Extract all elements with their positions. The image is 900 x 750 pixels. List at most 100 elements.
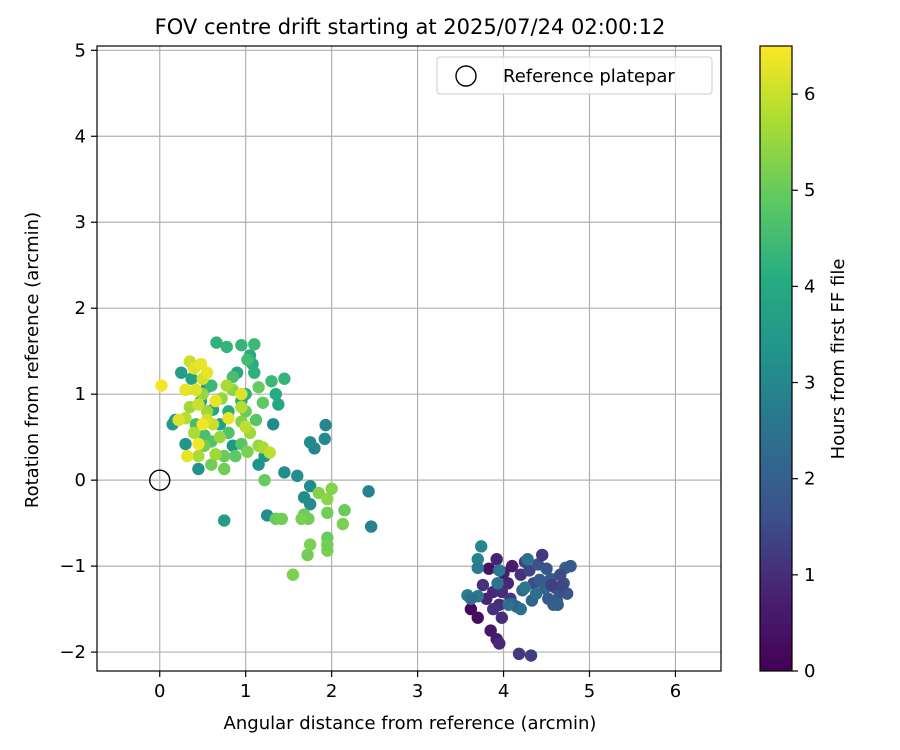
data-point [502, 598, 515, 612]
data-point [192, 398, 205, 411]
x-tick-label: 4 [498, 681, 509, 702]
data-point [301, 548, 314, 562]
data-point [269, 387, 282, 401]
data-point [474, 540, 488, 553]
data-point [303, 498, 317, 511]
colorbar-tick-label: 5 [804, 180, 815, 201]
x-axis-label: Angular distance from reference (arcmin) [224, 713, 597, 734]
data-point [476, 578, 490, 592]
data-point [295, 512, 308, 526]
colorbar-tick-label: 4 [804, 276, 815, 297]
data-point [518, 581, 532, 594]
data-point [239, 420, 252, 434]
colorbar-tick-label: 3 [804, 373, 815, 394]
data-point [505, 559, 519, 573]
data-point [179, 437, 192, 451]
data-point [275, 512, 288, 526]
data-point [263, 446, 276, 459]
data-point [218, 462, 231, 476]
x-tick-label: 3 [412, 681, 423, 702]
axes: 0 1 2 3 4 5 6 −2 −1 0 1 2 3 4 5 [59, 40, 722, 702]
data-point [533, 573, 546, 587]
data-point [192, 449, 205, 463]
data-point [540, 562, 553, 575]
data-point [464, 602, 478, 616]
data-point [530, 587, 543, 600]
data-point [172, 413, 185, 427]
plot-frame [96, 45, 722, 672]
data-point [319, 418, 332, 432]
y-axis-label: Rotation from reference (arcmin) [22, 212, 43, 508]
data-point [222, 412, 235, 425]
data-point [362, 485, 375, 498]
data-point [235, 387, 248, 401]
data-point [235, 338, 248, 352]
data-point [482, 562, 496, 575]
data-point [493, 564, 506, 577]
data-point [248, 338, 261, 351]
x-tick-label: 6 [670, 681, 681, 702]
data-point [471, 611, 484, 624]
y-tick-label: 4 [75, 126, 86, 147]
data-point [229, 449, 242, 463]
data-point [554, 568, 567, 581]
data-point [312, 486, 325, 500]
colorbar-tick-label: 1 [804, 565, 815, 586]
data-point [364, 520, 378, 533]
colorbar: 0 1 2 3 4 5 6 [759, 45, 815, 682]
data-point [209, 394, 222, 408]
data-point [249, 413, 263, 427]
data-point [266, 418, 280, 431]
data-point [491, 577, 504, 590]
chart-title: FOV centre drift starting at 2025/07/24 … [155, 15, 666, 39]
data-point [210, 336, 223, 349]
data-point [241, 445, 254, 458]
data-point [200, 366, 214, 379]
data-point [490, 553, 503, 566]
legend: Reference platepar [436, 56, 713, 95]
data-point [551, 598, 564, 612]
data-point [189, 383, 203, 397]
data-point [338, 504, 351, 517]
data-point [220, 340, 233, 354]
data-point [321, 538, 334, 551]
colorbar-gradient [759, 45, 793, 672]
data-point [252, 381, 265, 394]
data-point [325, 482, 338, 495]
data-point [179, 383, 192, 397]
y-tick-label: 5 [75, 40, 86, 61]
data-point [501, 577, 515, 590]
data-point [321, 492, 334, 506]
x-tick-label: 2 [326, 681, 337, 702]
data-point [471, 553, 484, 566]
y-tick-label: 0 [75, 470, 86, 491]
data-point [545, 578, 558, 592]
data-point [303, 479, 317, 493]
data-point [213, 430, 227, 444]
data-point [303, 436, 317, 449]
data-point [493, 637, 506, 650]
data-point [321, 506, 334, 520]
data-point [185, 372, 198, 385]
x-tick-label: 5 [584, 681, 595, 702]
data-point [303, 538, 317, 551]
y-tick-label: 1 [75, 384, 86, 405]
data-point [521, 553, 534, 566]
data-point [192, 462, 205, 476]
data-point [318, 432, 331, 446]
data-point [218, 514, 231, 527]
colorbar-tick-label: 0 [804, 661, 815, 682]
data-point [192, 437, 205, 451]
data-point [471, 561, 484, 575]
data-point [555, 578, 569, 592]
x-tick-label: 0 [154, 681, 165, 702]
data-point [226, 370, 240, 384]
data-point [200, 405, 214, 418]
colorbar-tick-label: 6 [804, 84, 815, 105]
data-point [495, 611, 509, 624]
data-point [220, 379, 233, 392]
y-tick-label: −2 [59, 642, 86, 663]
reference-platepar-marker [149, 469, 171, 491]
legend-label-reference: Reference platepar [503, 66, 675, 87]
colorbar-tick-label: 2 [804, 469, 815, 490]
